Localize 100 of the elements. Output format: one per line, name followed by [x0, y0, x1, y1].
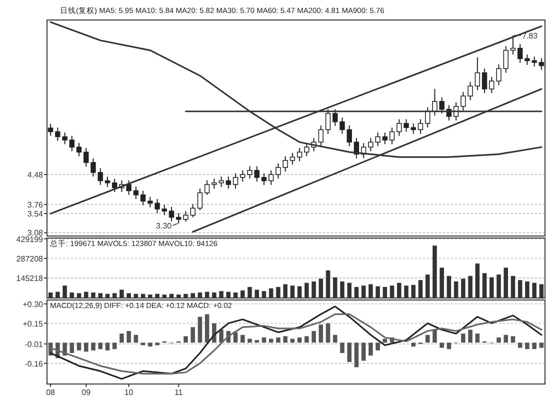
- bar: [468, 330, 472, 343]
- candlestick: [318, 125, 324, 147]
- candlestick: [247, 166, 252, 180]
- bar: [347, 342, 352, 362]
- candlestick: [69, 135, 74, 152]
- bar: [184, 336, 188, 343]
- bar: [76, 342, 82, 350]
- y-tick-label: -0.01: [24, 340, 44, 349]
- candlestick: [204, 180, 210, 196]
- bar: [283, 336, 288, 343]
- candlestick: [346, 125, 352, 147]
- y-tick-label: 3.76: [27, 200, 44, 210]
- bar: [361, 342, 366, 361]
- candlestick: [425, 106, 430, 128]
- candlestick: [518, 44, 523, 64]
- x-tick-label: 08: [46, 388, 56, 397]
- x-tick-label: 10: [124, 388, 134, 397]
- candlestick: [162, 204, 167, 216]
- bar: [304, 336, 309, 343]
- y-tick-label: 145218: [16, 274, 44, 283]
- candlestick: [176, 212, 182, 224]
- candlestick: [538, 58, 544, 70]
- bar: [496, 337, 501, 343]
- candlestick: [261, 172, 267, 186]
- candlestick: [232, 172, 238, 190]
- bar: [518, 342, 522, 348]
- bar: [120, 334, 124, 343]
- candlestick: [410, 122, 416, 134]
- bar: [112, 342, 117, 350]
- candlestick: [48, 123, 54, 136]
- candlestick: [340, 117, 345, 134]
- bar: [504, 334, 508, 343]
- bar: [126, 331, 131, 343]
- candlestick: [474, 56, 480, 91]
- bar: [461, 334, 466, 343]
- candlestick: [482, 68, 488, 94]
- annotation: 7.83: [522, 31, 538, 40]
- bar: [190, 327, 195, 343]
- bar: [425, 334, 430, 343]
- candlestick: [389, 127, 395, 145]
- candlestick: [382, 132, 388, 145]
- bar: [91, 342, 96, 350]
- y-tick-label: -0.16: [24, 359, 44, 368]
- bar: [326, 323, 330, 343]
- bar: [105, 342, 110, 350]
- line-series: [50, 313, 542, 374]
- candlestick: [140, 190, 146, 206]
- candlestick: [197, 188, 203, 211]
- x-tick-label: 11: [174, 388, 184, 397]
- candlestick: [268, 170, 274, 186]
- bar: [475, 334, 480, 343]
- candlestick: [168, 206, 174, 222]
- bar: [440, 342, 444, 348]
- candlestick: [254, 166, 260, 182]
- bar: [332, 334, 338, 343]
- y-tick-label: 3.54: [27, 210, 44, 219]
- bar: [525, 342, 530, 350]
- candlestick: [90, 158, 96, 178]
- bar: [368, 342, 373, 356]
- bar: [70, 342, 74, 353]
- bar: [204, 314, 210, 343]
- candlestick: [418, 118, 424, 134]
- bar: [446, 342, 452, 350]
- bar: [376, 342, 380, 350]
- bar: [432, 330, 437, 343]
- bar: [318, 324, 324, 343]
- candlestick: [112, 178, 118, 192]
- y-tick-label: 287208: [16, 254, 44, 264]
- bar: [276, 337, 280, 343]
- annotation: 3.30: [156, 222, 172, 231]
- bar: [155, 342, 160, 346]
- bar: [312, 331, 316, 343]
- bar: [148, 342, 152, 347]
- bar: [411, 342, 416, 347]
- bar: [134, 334, 138, 343]
- y-tick-label: +0.30: [22, 300, 44, 309]
- candlestick: [489, 76, 494, 94]
- bar: [140, 342, 146, 346]
- bar: [539, 342, 544, 348]
- bar: [532, 342, 536, 350]
- candlestick: [76, 142, 82, 157]
- bar: [198, 316, 202, 343]
- bar: [248, 338, 252, 343]
- candlestick: [290, 152, 296, 166]
- candlestick: [84, 147, 89, 168]
- candlestick: [325, 108, 331, 134]
- y-tick-label: +0.15: [22, 319, 44, 328]
- bar: [510, 336, 516, 343]
- candlestick: [240, 170, 246, 182]
- bar: [240, 334, 245, 343]
- candlestick: [226, 176, 232, 190]
- candlestick: [98, 168, 103, 186]
- bar: [297, 337, 302, 343]
- bar: [84, 342, 88, 352]
- bar: [262, 337, 266, 343]
- candlestick: [503, 46, 508, 74]
- x-tick-label: 09: [82, 388, 92, 397]
- candlestick: [133, 186, 139, 200]
- bar: [254, 340, 260, 343]
- y-tick-label: 4.48: [27, 170, 44, 180]
